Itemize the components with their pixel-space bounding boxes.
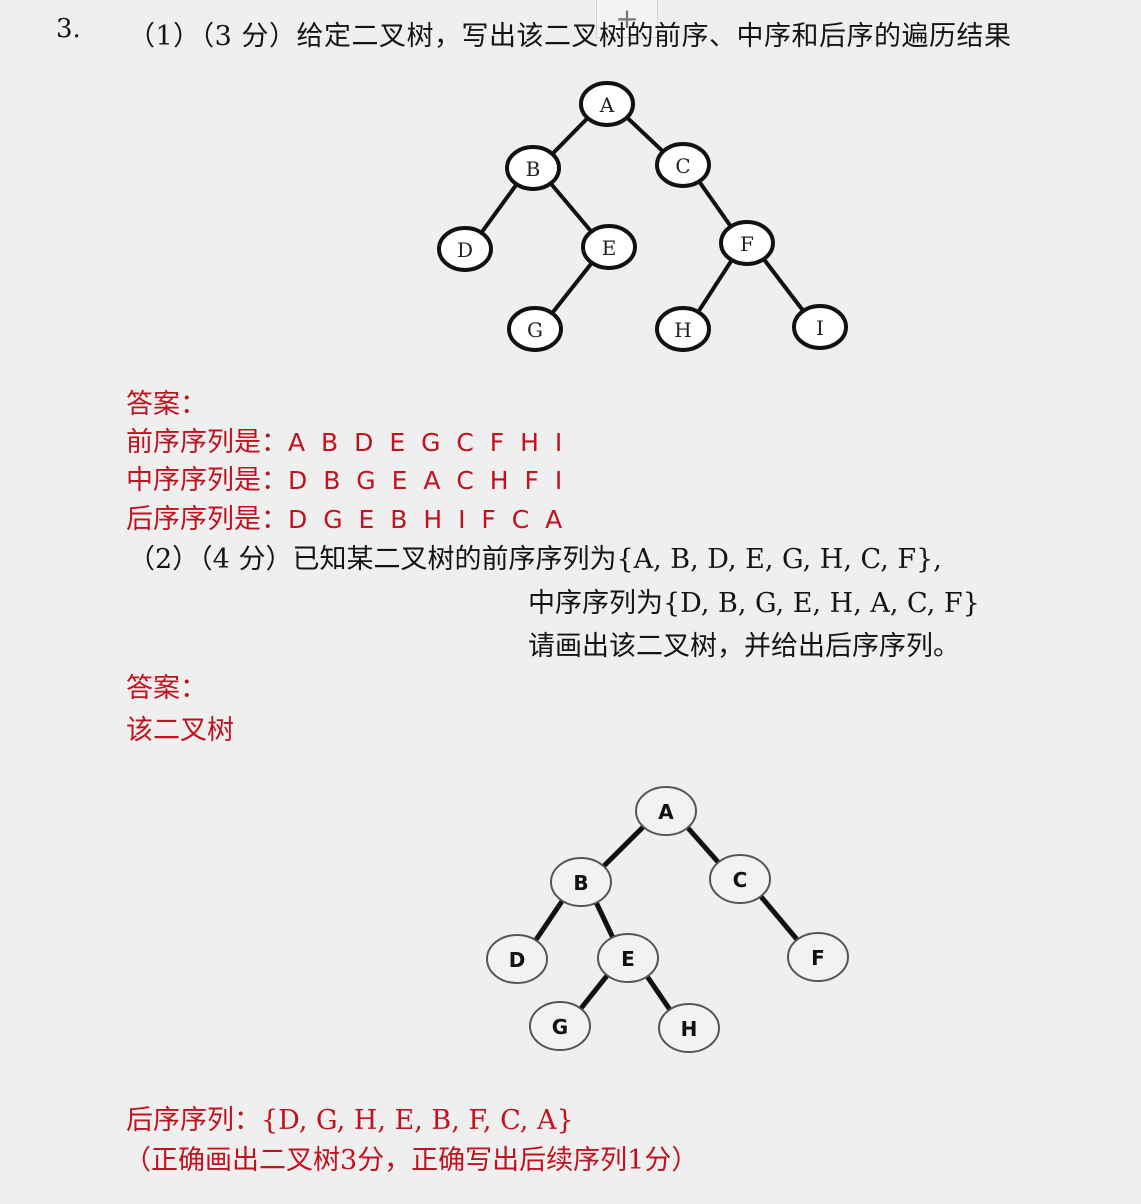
tree1-node-c: C xyxy=(655,142,711,188)
tree2-node-b: B xyxy=(550,857,612,907)
tree2-node-circle xyxy=(529,1001,591,1051)
tree2-edge-b-e xyxy=(592,899,617,941)
tree1-node-label: E xyxy=(602,236,617,260)
answer2-tree-label: 该二叉树 xyxy=(126,715,234,746)
tree2-node-c: C xyxy=(709,854,771,904)
tree1-node-circle xyxy=(655,142,711,188)
preorder-value: A B D E G C F H I xyxy=(288,428,567,457)
tree2-node-label: B xyxy=(573,871,588,895)
tree2-node-circle xyxy=(658,1003,720,1053)
tree2-edge-a-c xyxy=(684,823,722,867)
tree1-edge-f-h xyxy=(695,257,735,315)
add-tab-button[interactable]: + xyxy=(596,0,658,38)
tree1-edge-b-e xyxy=(547,180,595,235)
tree1-node-label: B xyxy=(526,157,541,181)
part2-line3: 请画出该二叉树，并给出后序序列。 xyxy=(528,631,960,662)
tree1-node-b: B xyxy=(505,145,561,191)
postorder-label: 后序序列是： xyxy=(126,504,288,535)
part2-line1: （2）（4 分）已知某二叉树的前序序列为{A, B, D, E, G, H, C… xyxy=(128,544,942,575)
tree1-edge-b-d xyxy=(478,181,520,236)
answer2-label: 答案： xyxy=(126,673,207,704)
tree1-node-g: G xyxy=(507,306,563,352)
tree1-node-circle xyxy=(719,220,775,266)
tree1-node-circle xyxy=(655,306,711,352)
part2-line2: 中序序列为{D, B, G, E, H, A, C, F} xyxy=(528,588,980,619)
tree1-node-i: I xyxy=(792,304,848,350)
inorder-line: 中序序列是：D B G E A C H F I xyxy=(126,458,566,497)
preorder-line: 前序序列是：A B D E G C F H I xyxy=(126,420,566,459)
tree2-edge-c-f xyxy=(757,892,801,944)
answer1-label: 答案： xyxy=(126,389,207,420)
tree2-edge-b-d xyxy=(532,897,566,944)
tree1-node-f: F xyxy=(719,220,775,266)
tree2-node-label: F xyxy=(811,946,825,970)
answer2-scoring-note: （正确画出二叉树3分，正确写出后续序列1分） xyxy=(124,1145,699,1176)
tree2-edge-e-h xyxy=(643,972,674,1014)
tree2-node-g: G xyxy=(529,1001,591,1051)
tree1-edge-f-i xyxy=(760,256,807,314)
tree1-node-label: F xyxy=(740,232,754,256)
tree2-node-circle xyxy=(550,857,612,907)
inorder-value: D B G E A C H F I xyxy=(288,466,567,495)
tree1-node-a: A xyxy=(579,81,635,127)
tree2-node-d: D xyxy=(486,934,548,984)
tree1-node-label: H xyxy=(674,318,691,342)
tree1-node-label: C xyxy=(675,154,690,178)
tree1-node-circle xyxy=(505,145,561,191)
tree2-edge-a-b xyxy=(599,823,648,870)
inorder-label: 中序序列是： xyxy=(126,465,288,496)
tree2-node-label: D xyxy=(509,948,526,972)
tree2-node-label: G xyxy=(552,1015,568,1039)
tree1-edge-c-f xyxy=(696,178,734,230)
tree1-node-h: H xyxy=(655,306,711,352)
tree1-edge-e-g xyxy=(549,259,595,317)
plus-icon: + xyxy=(615,2,639,35)
tree1-edge-a-b xyxy=(549,114,591,158)
tree2-node-a: A xyxy=(635,786,697,836)
tree1-node-circle xyxy=(581,224,637,270)
tree2-node-circle xyxy=(787,932,849,982)
tree1-edge-a-c xyxy=(623,114,667,155)
postorder-line: 后序序列是：D G E B H I F C A xyxy=(126,497,566,536)
tree1-node-label: G xyxy=(527,318,543,342)
tree2-node-label: A xyxy=(658,800,674,824)
tree2-node-circle xyxy=(486,934,548,984)
tree1-node-circle xyxy=(437,226,493,272)
tree2-node-label: E xyxy=(621,947,635,971)
tree1-node-d: D xyxy=(437,226,493,272)
tree2-edge-e-g xyxy=(577,971,611,1013)
tree1-node-circle xyxy=(792,304,848,350)
tree2-node-e: E xyxy=(597,933,659,983)
tree2-node-label: C xyxy=(733,868,748,892)
tree1-node-label: A xyxy=(599,93,615,117)
tree2-node-circle xyxy=(635,786,697,836)
tree2-node-circle xyxy=(709,854,771,904)
tree2-node-circle xyxy=(597,933,659,983)
tree2-node-label: H xyxy=(681,1017,698,1041)
tree1-node-label: I xyxy=(816,316,824,340)
tree1-node-circle xyxy=(579,81,635,127)
question-part1-text: （1）（3 分）给定二叉树，写出该二叉树的前序、中序和后序的遍历结果 xyxy=(128,21,1012,52)
tree1-node-label: D xyxy=(457,238,473,262)
answer2-postorder: 后序序列：{D, G, H, E, B, F, C, A} xyxy=(126,1105,574,1136)
preorder-label: 前序序列是： xyxy=(126,427,288,458)
tree1-node-e: E xyxy=(581,224,637,270)
tree1-node-circle xyxy=(507,306,563,352)
tree2-node-f: F xyxy=(787,932,849,982)
question-number: 3. xyxy=(56,14,81,44)
postorder-value: D G E B H I F C A xyxy=(288,505,567,534)
tree2-node-h: H xyxy=(658,1003,720,1053)
